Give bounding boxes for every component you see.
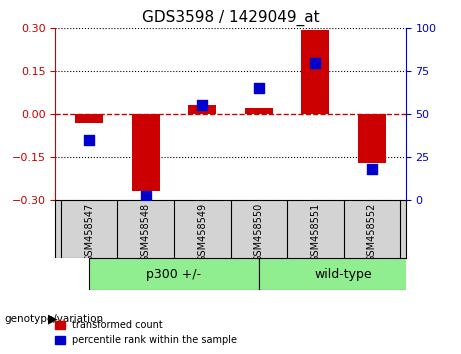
Bar [89,258,259,290]
Bar [131,114,160,191]
Bar [259,258,428,290]
Point [199,103,206,108]
Text: GSM458548: GSM458548 [141,202,151,262]
Point [368,166,375,172]
Bar [245,108,273,114]
Title: GDS3598 / 1429049_at: GDS3598 / 1429049_at [142,9,319,25]
Bar [188,105,216,114]
Point [142,193,149,199]
Text: ▶: ▶ [48,312,58,325]
Point [255,85,262,91]
Text: GSM458547: GSM458547 [84,202,94,262]
Bar [358,114,386,162]
Text: p300 +/-: p300 +/- [147,268,201,281]
Bar [301,30,330,114]
Legend: transformed count, percentile rank within the sample: transformed count, percentile rank withi… [51,316,241,349]
Text: GSM458550: GSM458550 [254,202,264,262]
Point [312,60,319,65]
Text: wild-type: wild-type [315,268,372,281]
Text: GSM458549: GSM458549 [197,202,207,262]
Text: GSM458551: GSM458551 [310,202,320,262]
Point [86,137,93,143]
Text: genotype/variation: genotype/variation [5,314,104,324]
Bar [75,114,103,122]
Text: GSM458552: GSM458552 [367,202,377,262]
